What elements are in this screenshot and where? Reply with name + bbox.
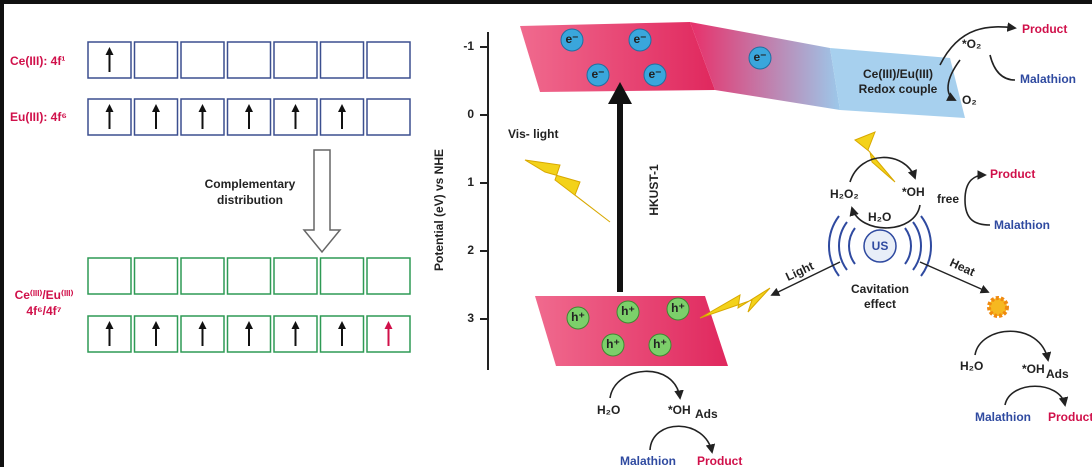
species: Product xyxy=(697,454,742,467)
redox-label: Redox couple xyxy=(859,82,938,96)
orbital-box xyxy=(367,42,410,78)
orbital-box xyxy=(228,258,271,294)
hole-label: h⁺ xyxy=(606,337,620,351)
spin-head xyxy=(385,321,393,329)
ticks: -1 0 1 2 3 xyxy=(463,39,488,325)
spin-head xyxy=(106,104,114,112)
spin-head xyxy=(106,321,114,329)
spin-head xyxy=(245,321,253,329)
species: Malathion xyxy=(994,218,1050,232)
sun xyxy=(989,298,1007,316)
species: H₂O₂ xyxy=(830,187,859,201)
orbital-box xyxy=(367,99,410,135)
electron-label: e⁻ xyxy=(591,67,604,81)
curve xyxy=(965,200,990,225)
light-label: Light xyxy=(783,259,815,284)
cavitation: Cavitation xyxy=(851,282,909,296)
spin-head xyxy=(292,104,300,112)
spin-head xyxy=(106,47,114,55)
hole-label: h⁺ xyxy=(571,310,585,324)
species: Malathion xyxy=(620,454,676,467)
bolt xyxy=(525,160,610,222)
species: Malathion xyxy=(975,410,1031,424)
species: *OH xyxy=(668,403,691,417)
species: H₂O xyxy=(868,210,891,224)
species: Ads xyxy=(695,407,718,421)
curve xyxy=(1005,386,1065,405)
species: H₂O xyxy=(597,403,620,417)
spin-head xyxy=(199,321,207,329)
species: *OH xyxy=(902,185,925,199)
species: H₂O xyxy=(960,359,983,373)
orbital-box xyxy=(228,42,271,78)
combined-label: 4f⁶/4f⁷ xyxy=(26,304,61,318)
hole-label: h⁺ xyxy=(653,337,667,351)
spin-head xyxy=(338,321,346,329)
orbital-box xyxy=(321,258,364,294)
us-label: US xyxy=(872,239,889,253)
hole-label: h⁺ xyxy=(621,304,635,318)
row-label: Eu(III): 4f⁶ xyxy=(10,110,67,124)
species: *OH xyxy=(1022,362,1045,376)
spin-head xyxy=(152,321,160,329)
orbital-box xyxy=(367,258,410,294)
down-arrow xyxy=(304,150,340,252)
bolt xyxy=(700,288,770,318)
transition-label: Complementary xyxy=(205,177,296,191)
species: O₂ xyxy=(962,93,977,107)
curve xyxy=(990,55,1015,80)
cavitation: effect xyxy=(864,297,896,311)
species: Product xyxy=(1048,410,1092,424)
axis-label: Potential (eV) vs NHE xyxy=(432,149,446,271)
curve xyxy=(965,175,985,200)
orbital-box xyxy=(135,42,178,78)
conduction-band xyxy=(520,22,715,92)
tick-label: 2 xyxy=(467,243,474,257)
electron-label: e⁻ xyxy=(648,67,661,81)
combined-label: Ce⁽ᴵᴵᴵ⁾/Eu⁽ᴵᴵᴵ⁾ xyxy=(15,288,74,302)
spin-head xyxy=(199,104,207,112)
tick-label: 1 xyxy=(467,175,474,189)
diagram: Ce(III): 4f¹ Eu(III): 4f⁶ Complementary … xyxy=(0,0,1092,467)
orbital-box xyxy=(181,258,224,294)
redox-label: Ce(III)/Eu(III) xyxy=(863,67,933,81)
material-label: HKUST-1 xyxy=(647,164,661,216)
tick-label: 0 xyxy=(467,107,474,121)
species: Product xyxy=(990,167,1035,181)
orbital-box xyxy=(135,258,178,294)
hole-label: h⁺ xyxy=(671,301,685,315)
species: Malathion xyxy=(1020,72,1076,86)
electron-label: e⁻ xyxy=(565,32,578,46)
spin-head xyxy=(338,104,346,112)
light-label: Vis- light xyxy=(508,127,558,141)
curve xyxy=(650,426,712,452)
row-label: Ce(III): 4f¹ xyxy=(10,54,65,68)
spin-head xyxy=(245,104,253,112)
curve xyxy=(610,371,680,398)
electron-label: e⁻ xyxy=(633,32,646,46)
species: Ads xyxy=(1046,367,1069,381)
species: *O₂ xyxy=(962,37,981,51)
electron-label: e⁻ xyxy=(753,50,766,64)
curve xyxy=(975,331,1048,360)
tick-label: -1 xyxy=(463,39,474,53)
transition-label: distribution xyxy=(217,193,283,207)
orbital-box xyxy=(181,42,224,78)
spin-head xyxy=(152,104,160,112)
tick-label: 3 xyxy=(467,311,474,325)
orbital-box xyxy=(88,258,131,294)
orbital-box xyxy=(274,42,317,78)
orbital-box xyxy=(321,42,364,78)
orbital-box xyxy=(274,258,317,294)
spin-head xyxy=(292,321,300,329)
species: free xyxy=(937,192,959,206)
species: Product xyxy=(1022,22,1067,36)
